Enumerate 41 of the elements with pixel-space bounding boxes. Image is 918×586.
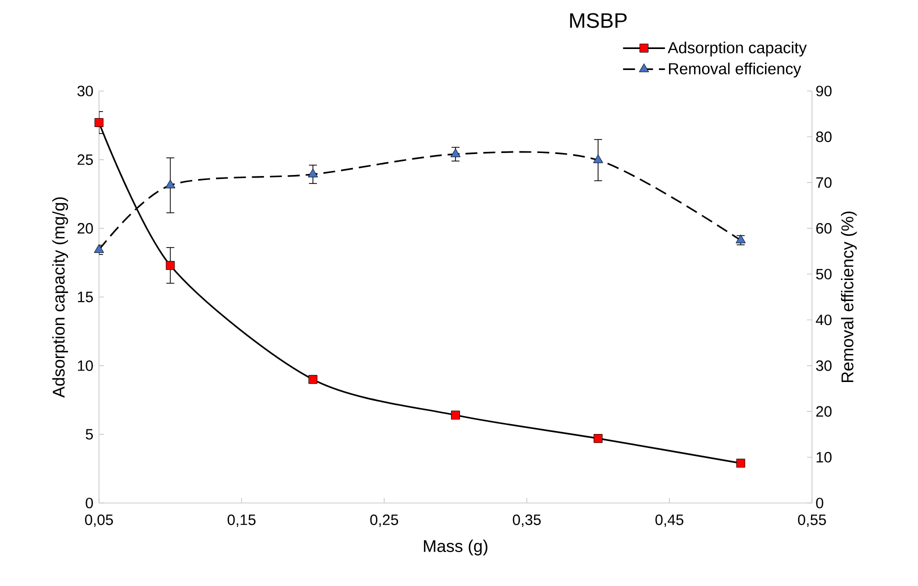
y2-tick-label: 90 [816, 86, 832, 96]
x-tick-label: 0,55 [798, 514, 826, 527]
point [594, 434, 603, 443]
y-axis-title: Adsorption capacity (mg/g) [52, 197, 68, 398]
y2-tick-label: 80 [816, 131, 832, 142]
y2-tick-label: 40 [816, 314, 832, 326]
point [736, 458, 746, 468]
y2-tick-label: 20 [816, 406, 832, 417]
point [451, 410, 460, 420]
point [736, 234, 746, 244]
x-axis-title: Mass (g) [424, 540, 488, 556]
y2-tick-label: 60 [816, 223, 832, 234]
point [593, 154, 604, 164]
x-tick-label: 0,35 [512, 514, 541, 527]
point [166, 260, 175, 270]
legend-label: Adsorption capacity [668, 42, 807, 56]
point [165, 180, 176, 188]
point [94, 118, 104, 128]
y-tick-label: 15 [78, 292, 93, 302]
x-tick-label: 0,05 [85, 514, 113, 527]
y2-tick-label: 30 [816, 360, 832, 371]
y-tick-label: 0 [86, 498, 93, 508]
y2-tick-label: 0 [816, 498, 824, 508]
y-tick-label: 5 [86, 429, 93, 440]
y2-axis-title: Removal efficiency (%) [840, 212, 857, 382]
legend-label: Removal efficiency [669, 62, 802, 78]
y2-tick-label: 70 [816, 177, 832, 188]
chart-title: MSBP [570, 13, 627, 28]
y2-tick-label: 10 [816, 452, 832, 463]
y-tick-label: 10 [78, 360, 93, 371]
x-tick-label: 0,25 [370, 514, 398, 527]
point [308, 168, 318, 178]
y2-tick-label: 50 [816, 268, 832, 280]
x-tick-label: 0,15 [228, 514, 256, 527]
point [308, 374, 318, 384]
point [450, 148, 460, 158]
y-tick-label: 30 [77, 86, 93, 96]
y-tick-label: 20 [78, 223, 93, 234]
x-tick-label: 0,45 [655, 514, 684, 527]
point [94, 244, 104, 253]
y-tick-label: 25 [78, 154, 93, 165]
